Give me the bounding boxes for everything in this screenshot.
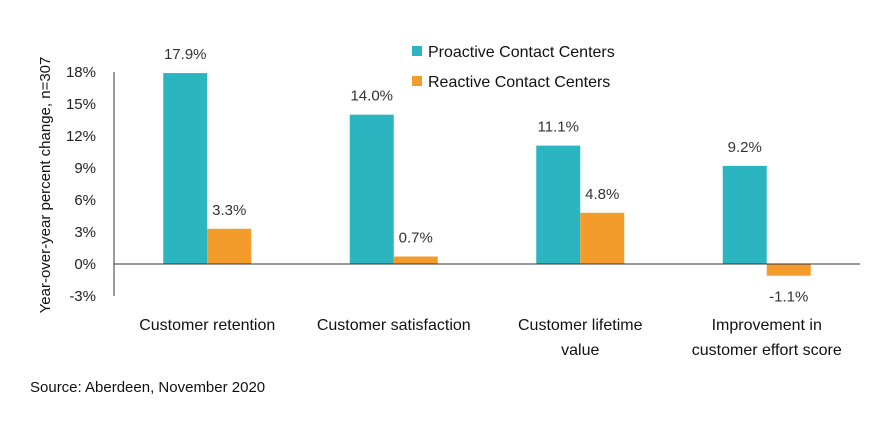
source-note: Source: Aberdeen, November 2020 [30, 379, 265, 396]
bar [163, 73, 208, 264]
y-tick-label: 0% [74, 256, 96, 273]
data-label: 3.3% [212, 202, 246, 219]
category-labels: Customer retention Customer satisfaction C… [139, 317, 842, 359]
y-tick-label: 3% [74, 224, 96, 241]
bar [536, 145, 581, 264]
legend-label: Proactive Contact Centers [428, 44, 615, 61]
data-label: 14.0% [350, 88, 393, 105]
data-label: 17.9% [164, 46, 207, 63]
legend: Proactive Contact Centers Reactive Contac… [412, 44, 615, 91]
y-tick-label: 6% [74, 192, 96, 209]
data-label: 4.8% [585, 186, 619, 203]
bar [766, 264, 811, 276]
legend-swatch [412, 76, 422, 86]
y-tick-label: -3% [69, 288, 96, 305]
bar [349, 114, 394, 265]
bar [722, 165, 767, 264]
category-label: Customer lifetime [518, 317, 643, 334]
y-tick-label: 12% [66, 128, 96, 145]
bar [580, 212, 625, 264]
data-label: -1.1% [769, 289, 808, 306]
bars: 17.9% 3.3% 14.0% 0.7% 11.1% 4.8% 9.2% -1.1% [163, 46, 811, 306]
data-label: 11.1% [538, 119, 579, 136]
legend-swatch [412, 46, 422, 56]
legend-label: Reactive Contact Centers [428, 74, 610, 91]
y-tick-label: 18% [66, 64, 96, 81]
y-tick-label: 15% [66, 96, 96, 113]
bar [393, 256, 438, 264]
data-label: 0.7% [399, 230, 433, 247]
category-label: Customer retention [139, 317, 275, 334]
y-axis-label: Year-over-year percent change, n=307 [37, 57, 54, 314]
y-tick-label: 9% [74, 160, 96, 177]
category-label: value [561, 342, 599, 359]
data-label: 9.2% [728, 139, 762, 156]
y-axis-ticks: 18% 15% 12% 9% 6% 3% 0% -3% [66, 64, 96, 305]
category-label: Improvement in [712, 317, 822, 334]
category-label: Customer satisfaction [317, 317, 471, 334]
category-label: customer effort score [692, 342, 842, 359]
bar [207, 228, 252, 264]
